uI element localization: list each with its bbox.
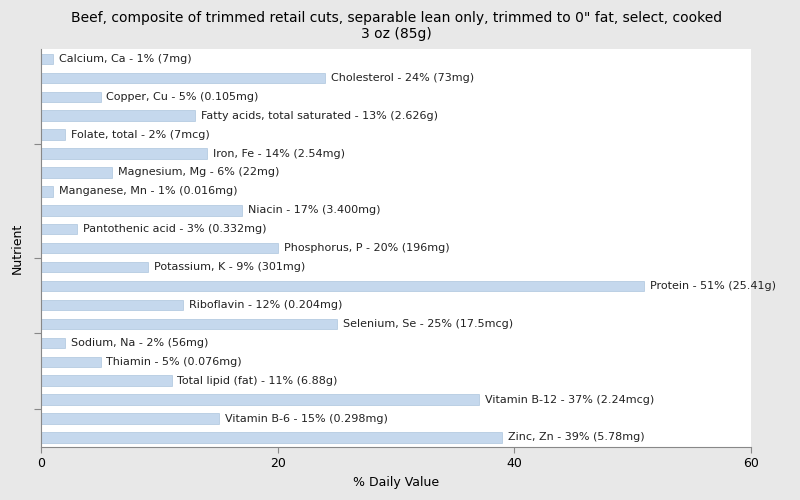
Text: Pantothenic acid - 3% (0.332mg): Pantothenic acid - 3% (0.332mg) [83,224,266,234]
Bar [42,356,101,367]
Text: Sodium, Na - 2% (56mg): Sodium, Na - 2% (56mg) [71,338,208,348]
Text: Manganese, Mn - 1% (0.016mg): Manganese, Mn - 1% (0.016mg) [59,186,238,196]
Text: Iron, Fe - 14% (2.54mg): Iron, Fe - 14% (2.54mg) [213,148,345,158]
Title: Beef, composite of trimmed retail cuts, separable lean only, trimmed to 0" fat, : Beef, composite of trimmed retail cuts, … [70,11,722,42]
Bar [42,168,112,177]
Text: Cholesterol - 24% (73mg): Cholesterol - 24% (73mg) [331,73,474,83]
Text: Vitamin B-12 - 37% (2.24mcg): Vitamin B-12 - 37% (2.24mcg) [485,394,654,404]
Bar [42,243,278,254]
Bar [42,394,479,405]
Bar [42,338,65,348]
Y-axis label: Nutrient: Nutrient [11,222,24,274]
Text: Magnesium, Mg - 6% (22mg): Magnesium, Mg - 6% (22mg) [118,168,280,177]
Bar [42,432,502,442]
Bar [42,54,54,64]
X-axis label: % Daily Value: % Daily Value [353,476,439,489]
Bar [42,110,195,121]
Bar [42,130,65,140]
Bar [42,414,218,424]
Text: Selenium, Se - 25% (17.5mcg): Selenium, Se - 25% (17.5mcg) [343,319,513,329]
Text: Vitamin B-6 - 15% (0.298mg): Vitamin B-6 - 15% (0.298mg) [225,414,387,424]
Text: Potassium, K - 9% (301mg): Potassium, K - 9% (301mg) [154,262,305,272]
Bar [42,205,242,216]
Bar [42,92,101,102]
Bar [42,281,644,291]
Bar [42,376,171,386]
Text: Calcium, Ca - 1% (7mg): Calcium, Ca - 1% (7mg) [59,54,192,64]
Bar [42,318,337,329]
Text: Riboflavin - 12% (0.204mg): Riboflavin - 12% (0.204mg) [190,300,342,310]
Text: Phosphorus, P - 20% (196mg): Phosphorus, P - 20% (196mg) [284,243,450,253]
Text: Copper, Cu - 5% (0.105mg): Copper, Cu - 5% (0.105mg) [106,92,259,102]
Text: Niacin - 17% (3.400mg): Niacin - 17% (3.400mg) [248,206,381,216]
Text: Thiamin - 5% (0.076mg): Thiamin - 5% (0.076mg) [106,356,242,366]
Bar [42,300,183,310]
Text: Protein - 51% (25.41g): Protein - 51% (25.41g) [650,281,776,291]
Bar [42,224,77,234]
Text: Fatty acids, total saturated - 13% (2.626g): Fatty acids, total saturated - 13% (2.62… [201,110,438,120]
Bar [42,72,325,83]
Text: Folate, total - 2% (7mcg): Folate, total - 2% (7mcg) [71,130,210,140]
Bar [42,186,54,196]
Bar [42,262,148,272]
Bar [42,148,207,158]
Text: Zinc, Zn - 39% (5.78mg): Zinc, Zn - 39% (5.78mg) [508,432,645,442]
Text: Total lipid (fat) - 11% (6.88g): Total lipid (fat) - 11% (6.88g) [178,376,338,386]
